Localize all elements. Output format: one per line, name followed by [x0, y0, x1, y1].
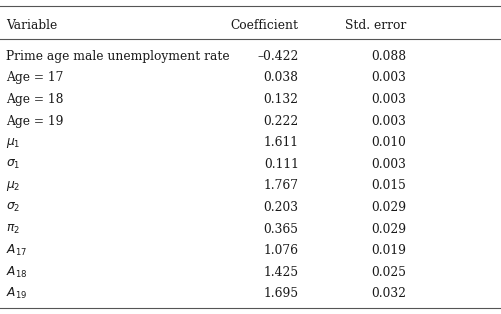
- Text: $A_{17}$: $A_{17}$: [6, 243, 27, 258]
- Text: Coefficient: Coefficient: [230, 19, 298, 32]
- Text: 0.029: 0.029: [371, 223, 406, 236]
- Text: 0.222: 0.222: [263, 115, 298, 127]
- Text: 0.029: 0.029: [371, 201, 406, 214]
- Text: 0.003: 0.003: [371, 158, 406, 171]
- Text: 1.767: 1.767: [263, 179, 298, 192]
- Text: 0.025: 0.025: [371, 266, 406, 279]
- Text: 0.003: 0.003: [371, 93, 406, 106]
- Text: $\sigma_1$: $\sigma_1$: [6, 158, 21, 171]
- Text: $\sigma_2$: $\sigma_2$: [6, 201, 20, 214]
- Text: 0.019: 0.019: [371, 244, 406, 257]
- Text: $\mu_1$: $\mu_1$: [6, 136, 21, 150]
- Text: 1.611: 1.611: [263, 136, 298, 149]
- Text: 0.032: 0.032: [371, 287, 406, 300]
- Text: 1.425: 1.425: [263, 266, 298, 279]
- Text: $A_{18}$: $A_{18}$: [6, 265, 28, 280]
- Text: 1.076: 1.076: [263, 244, 298, 257]
- Text: 0.203: 0.203: [263, 201, 298, 214]
- Text: Age = 18: Age = 18: [6, 93, 64, 106]
- Text: Prime age male unemployment rate: Prime age male unemployment rate: [6, 50, 229, 63]
- Text: Age = 19: Age = 19: [6, 115, 64, 127]
- Text: 0.015: 0.015: [371, 179, 406, 192]
- Text: Variable: Variable: [6, 19, 57, 32]
- Text: 0.365: 0.365: [263, 223, 298, 236]
- Text: $\pi_2$: $\pi_2$: [6, 223, 20, 236]
- Text: 1.695: 1.695: [263, 287, 298, 300]
- Text: 0.003: 0.003: [371, 71, 406, 84]
- Text: 0.038: 0.038: [263, 71, 298, 84]
- Text: $A_{19}$: $A_{19}$: [6, 286, 27, 301]
- Text: 0.111: 0.111: [264, 158, 298, 171]
- Text: 0.088: 0.088: [371, 50, 406, 63]
- Text: 0.003: 0.003: [371, 115, 406, 127]
- Text: $\mu_2$: $\mu_2$: [6, 179, 21, 193]
- Text: Age = 17: Age = 17: [6, 71, 63, 84]
- Text: 0.132: 0.132: [263, 93, 298, 106]
- Text: Std. error: Std. error: [345, 19, 406, 32]
- Text: 0.010: 0.010: [371, 136, 406, 149]
- Text: –0.422: –0.422: [257, 50, 298, 63]
